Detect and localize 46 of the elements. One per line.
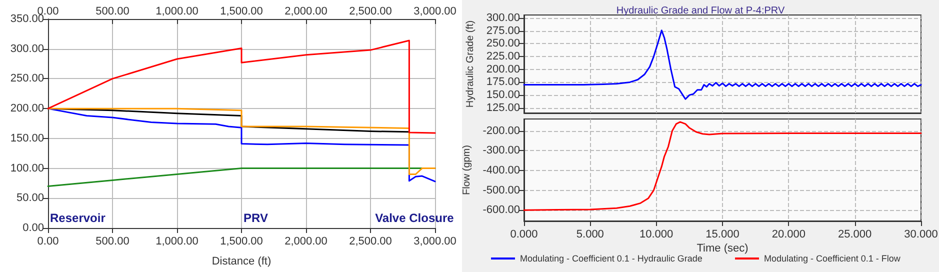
x-tick-label: 1,500.00: [220, 6, 263, 18]
y-tick-label: 250.00: [486, 38, 520, 50]
annotation: Valve Closure: [375, 211, 454, 225]
x-tick-label: 2,500.00: [349, 6, 392, 18]
x-tick-label: 30.000: [904, 228, 938, 240]
y-tick-label: 200.00: [486, 63, 520, 76]
line-series: [523, 30, 922, 100]
y-tick-label: 125.00: [486, 102, 520, 114]
line-series: [47, 40, 436, 134]
x-tick-label: 500.00: [96, 6, 130, 18]
y-tick-label: -500.00: [482, 184, 520, 196]
x-tick-label: 5.000: [576, 228, 604, 240]
annotation: Reservoir: [50, 211, 106, 225]
y-tick-label: -200.00: [482, 124, 520, 137]
y-tick-label: 250.00: [10, 72, 44, 85]
y-tick-label: 150.00: [10, 132, 44, 144]
y-tick-label: 100.00: [10, 162, 44, 174]
annotation: PRV: [244, 211, 268, 225]
y-tick-label: 300.00: [10, 42, 44, 55]
y-tick-label: -600.00: [482, 204, 520, 216]
y-tick-label: 300.00: [486, 12, 520, 24]
x-tick-label: 10.000: [640, 228, 674, 240]
y-tick-label: 50.00: [16, 192, 44, 204]
y-tick-label: 175.00: [486, 76, 520, 88]
y-tick-label: -300.00: [482, 144, 520, 157]
x-tick-label: 2,000.00: [284, 6, 328, 18]
x-tick-label: 3,000.00: [414, 6, 456, 18]
legend-label: Modulating - Coefficient 0.1 - Flow: [764, 254, 901, 264]
y-tick-label: 275.00: [486, 24, 520, 37]
line-series: [523, 121, 922, 211]
y-tick-label: 150.00: [486, 89, 520, 102]
x-tick-label: 25.000: [838, 228, 872, 240]
x-axis-title: Time (sec): [696, 242, 748, 254]
y-axis-title: Hydraulic Grade (ft): [464, 20, 476, 108]
x-tick-label: 1,000.00: [156, 6, 198, 18]
legend-label: Modulating - Coefficient 0.1 - Hydraulic Grade: [520, 254, 702, 264]
x-tick-label: 0.000: [510, 228, 538, 240]
x-axis-title: Distance (ft): [212, 256, 272, 268]
y-tick-label: -400.00: [482, 164, 520, 176]
y-tick-label: 225.00: [486, 50, 520, 63]
x-tick-label: 15.000: [706, 228, 740, 240]
y-tick-label: 200.00: [10, 102, 44, 115]
y-axis-title: Flow (gpm): [461, 144, 472, 196]
x-tick-label: 20.000: [772, 228, 806, 240]
y-tick-label: 350.00: [10, 13, 44, 25]
chart-title: Hydraulic Grade and Flow at P-4:PRV: [616, 6, 785, 16]
